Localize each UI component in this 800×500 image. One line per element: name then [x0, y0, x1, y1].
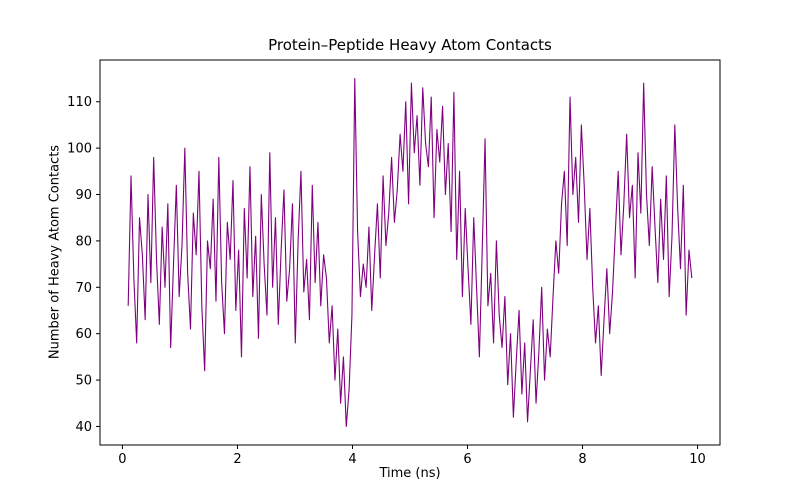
- x-tick-label: 0: [118, 452, 126, 467]
- y-tick-label: 60: [75, 327, 92, 342]
- y-tick-label: 80: [75, 234, 92, 249]
- x-axis-label: Time (ns): [379, 466, 441, 481]
- y-axis-label: Number of Heavy Atom Contacts: [47, 144, 63, 360]
- chart-title: Protein–Peptide Heavy Atom Contacts: [268, 36, 552, 54]
- x-tick-label: 6: [463, 452, 471, 467]
- y-tick-label: 110: [67, 95, 92, 110]
- axes-spines: [99, 59, 721, 446]
- y-tick-label: 40: [75, 420, 92, 435]
- x-tick-label: 2: [233, 452, 241, 467]
- y-tick-label: 50: [75, 374, 92, 389]
- y-tick-label: 100: [67, 142, 92, 157]
- y-tick-label: 90: [75, 188, 92, 203]
- contacts-line: [127, 78, 693, 428]
- x-tick-label: 10: [689, 452, 706, 467]
- x-tick-label: 4: [348, 452, 356, 467]
- x-tick-label: 8: [578, 452, 586, 467]
- y-tick-label: 70: [75, 281, 92, 296]
